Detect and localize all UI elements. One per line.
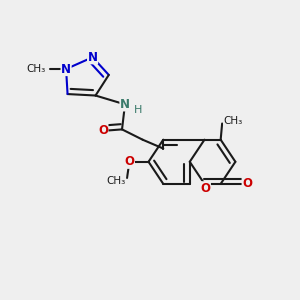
Text: CH₃: CH₃ [106,176,126,186]
Text: N: N [120,98,130,111]
Text: O: O [200,182,210,195]
Text: N: N [88,51,98,64]
Text: O: O [242,177,252,190]
Text: H: H [134,105,142,115]
Text: CH₃: CH₃ [26,64,46,74]
Text: N: N [61,62,71,76]
Text: O: O [124,155,134,168]
Text: CH₃: CH₃ [224,116,243,126]
Text: O: O [98,124,108,137]
